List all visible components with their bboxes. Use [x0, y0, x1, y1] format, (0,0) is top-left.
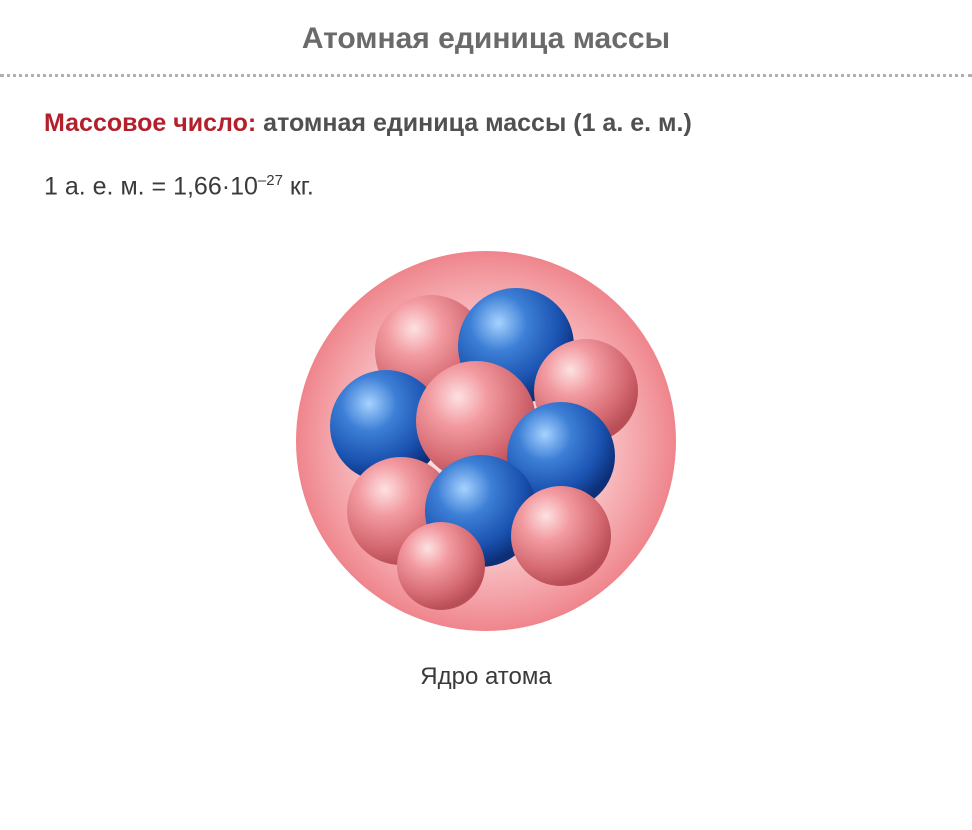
formula-dot: ·: [222, 172, 230, 200]
formula-coeff: 1,66: [173, 172, 222, 200]
amu-formula: 1 а. е. м. = 1,66·10–27 кг.: [44, 172, 928, 201]
formula-exp: –27: [258, 172, 283, 189]
proton-sphere: [397, 522, 485, 610]
mass-number-line: Массовое число: атомная единица массы (1…: [44, 109, 928, 138]
proton-sphere: [511, 486, 611, 586]
mass-number-label: Массовое число:: [44, 109, 256, 137]
formula-base: 10: [230, 172, 258, 200]
amu-label: атомная единица массы (1 а. е. м.): [256, 109, 692, 137]
content-area: Массовое число: атомная единица массы (1…: [0, 77, 972, 691]
nucleus-caption: Ядро атома: [420, 663, 551, 691]
nucleus-svg: [286, 241, 686, 641]
formula-lhs: 1 а. е. м. =: [44, 172, 173, 200]
nucleus-diagram-area: Ядро атома: [44, 241, 928, 691]
formula-unit: кг.: [283, 172, 314, 200]
page-title: Атомная единица массы: [0, 0, 972, 74]
